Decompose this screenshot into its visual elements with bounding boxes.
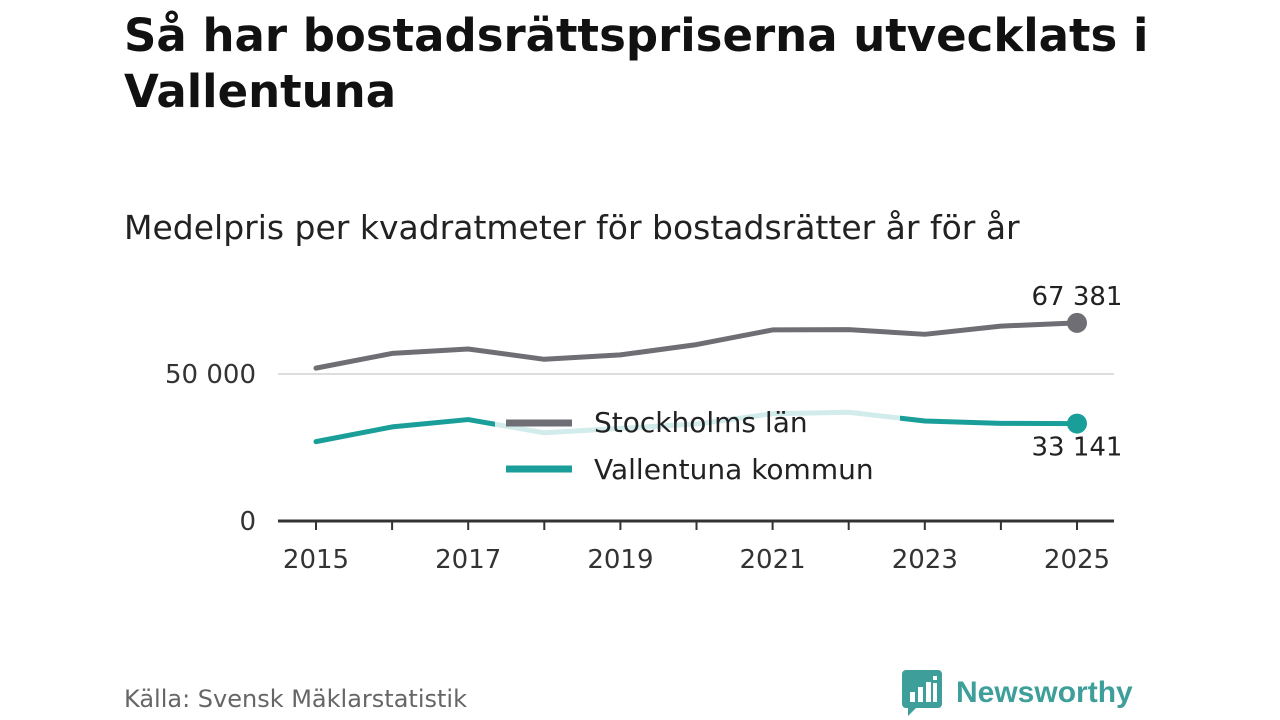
newsworthy-logo-icon xyxy=(902,670,942,716)
end-label-vallentuna: 33 141 xyxy=(1032,433,1123,463)
series-line-stockholm xyxy=(313,320,1080,371)
x-tick-label: 2017 xyxy=(435,545,501,575)
legend-label-stockholm: Stockholms län xyxy=(594,406,808,439)
x-tick-label: 2015 xyxy=(283,545,349,575)
x-tick-label: 2025 xyxy=(1044,545,1110,575)
brand-logo: Newsworthy xyxy=(902,670,1133,716)
end-marker-vallentuna xyxy=(1067,413,1087,434)
x-tick-label: 2019 xyxy=(587,545,653,575)
source-note: Källa: Svensk Mäklarstatistik xyxy=(124,685,467,713)
legend-background xyxy=(495,396,900,496)
x-tick-label: 2023 xyxy=(892,545,958,575)
chart-subtitle: Medelpris per kvadratmeter för bostadsrä… xyxy=(124,208,1020,247)
y-tick-label: 50 000 xyxy=(165,360,256,390)
chart-title: Så har bostadsrättspriserna utvecklats i… xyxy=(124,9,1149,118)
end-label-stockholm: 67 381 xyxy=(1032,282,1123,312)
x-tick-label: 2021 xyxy=(740,545,806,575)
legend-label-vallentuna: Vallentuna kommun xyxy=(594,453,874,486)
end-marker-stockholm xyxy=(1067,312,1087,333)
y-tick-label: 0 xyxy=(239,507,256,537)
brand-name: Newsworthy xyxy=(956,676,1133,709)
